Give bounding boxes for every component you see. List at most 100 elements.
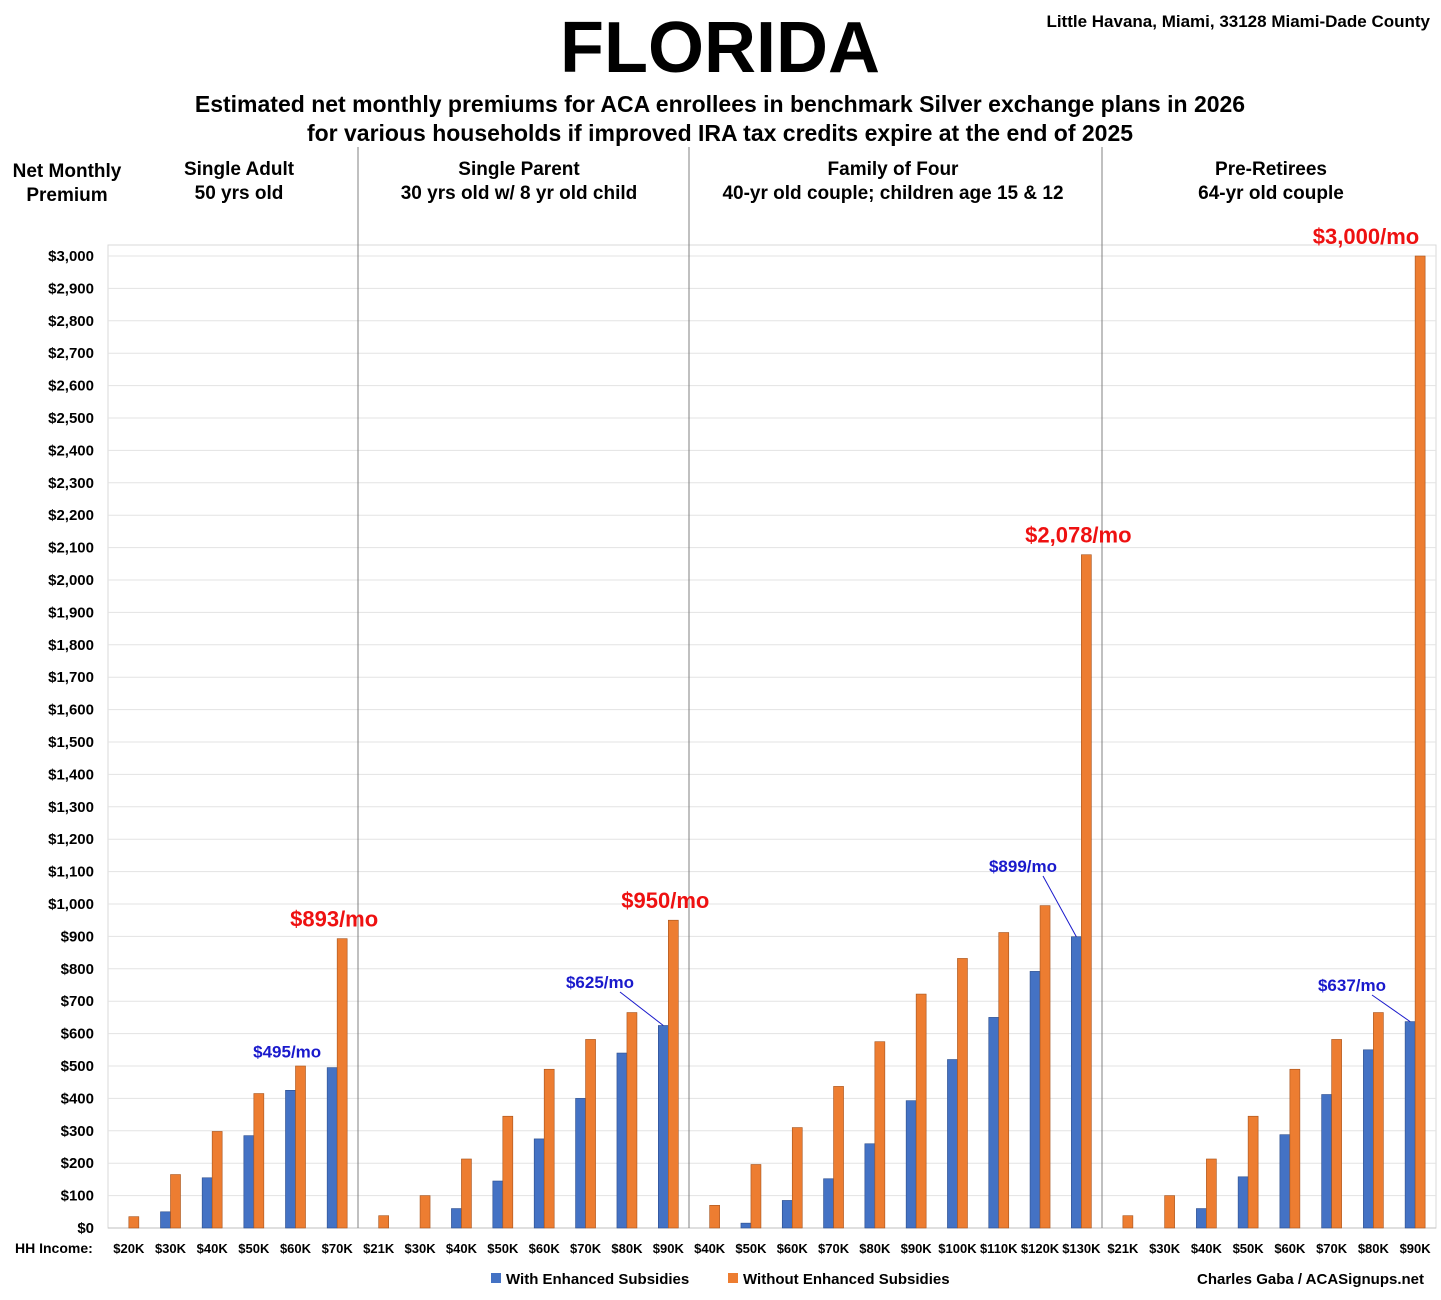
y-tick-label: $400	[61, 1090, 94, 1107]
bar-with-subsidies	[1321, 1094, 1332, 1229]
bar-with-subsidies	[1279, 1134, 1291, 1229]
bar-without-subsidies	[957, 958, 968, 1229]
x-tick-label: $90K	[901, 1241, 933, 1256]
state-title: FLORIDA	[560, 8, 880, 88]
panel-dividers	[357, 147, 1103, 1228]
panel-title-single-adult-2: 50 yrs old	[195, 183, 284, 204]
panel-title-single-adult-1: Single Adult	[184, 159, 295, 180]
bar-without-subsidies	[295, 1065, 306, 1229]
x-tick-label: $70K	[1316, 1241, 1348, 1256]
x-tick-label: $30K	[405, 1241, 437, 1256]
x-tick-label: $70K	[570, 1241, 602, 1256]
annotation-without-label: $2,078/mo	[1025, 523, 1131, 548]
y-tick-label: $2,200	[48, 507, 94, 524]
bar-without-subsidies	[709, 1205, 720, 1229]
x-tick-label: $40K	[197, 1241, 229, 1256]
bars	[128, 255, 1426, 1229]
y-tick-label: $2,600	[48, 378, 94, 395]
bar-with-subsidies	[781, 1200, 793, 1229]
y-tick-label: $1,600	[48, 702, 94, 719]
x-axis-ticks: $20K $30K $40K $50K $60K $70K $21K $30K $40K $50K…	[113, 1241, 1431, 1256]
annotation-leader-line	[1371, 994, 1411, 1023]
annotation-with-label: $495/mo	[253, 1043, 321, 1062]
bar-without-subsidies	[1414, 255, 1426, 1229]
y-axis-title-line2: Premium	[26, 185, 107, 206]
bar-without-subsidies	[502, 1115, 514, 1229]
bar-with-subsidies	[905, 1100, 917, 1229]
y-tick-label: $1,700	[48, 669, 94, 686]
credit: Charles Gaba / ACASignups.net	[1197, 1271, 1424, 1288]
bar-without-subsidies	[998, 932, 1010, 1229]
bar-without-subsidies	[461, 1158, 472, 1229]
bar-without-subsidies	[543, 1068, 555, 1229]
bar-without-subsidies	[1122, 1215, 1134, 1229]
y-tick-label: $2,000	[48, 572, 94, 589]
bar-without-subsidies	[750, 1164, 762, 1229]
bar-with-subsidies	[201, 1177, 213, 1229]
x-tick-label: $130K	[1062, 1241, 1101, 1256]
bar-with-subsidies	[1196, 1208, 1207, 1229]
x-tick-label: $40K	[694, 1241, 726, 1256]
y-tick-label: $2,100	[48, 540, 94, 557]
x-tick-label: $80K	[1358, 1241, 1390, 1256]
bar-with-subsidies	[1404, 1021, 1416, 1229]
x-tick-label: $70K	[322, 1241, 354, 1256]
panel-title-family-1: Family of Four	[828, 159, 960, 180]
y-tick-label: $600	[61, 1026, 94, 1043]
legend-label-with: With Enhanced Subsidies	[506, 1271, 689, 1288]
y-tick-label: $1,100	[48, 864, 94, 881]
annotation-without-label: $950/mo	[621, 888, 709, 913]
bar-with-subsidies	[1071, 936, 1082, 1229]
bar-without-subsidies	[791, 1127, 803, 1229]
y-axis-ticks: $0 $100 $200 $300 $400 $500 $600 $700 $800 $900 $1…	[48, 248, 94, 1237]
bar-without-subsidies	[253, 1093, 265, 1229]
x-tick-label: $60K	[529, 1241, 561, 1256]
bar-without-subsidies	[585, 1039, 596, 1229]
bar-with-subsidies	[988, 1017, 1000, 1229]
y-tick-label: $2,400	[48, 442, 94, 459]
bar-without-subsidies	[1247, 1115, 1259, 1229]
x-axis-title: HH Income:	[15, 1240, 93, 1256]
annotation-with-label: $637/mo	[1318, 976, 1386, 995]
y-tick-label: $0	[77, 1220, 94, 1237]
y-tick-label: $200	[61, 1155, 94, 1172]
location-label: Little Havana, Miami, 33128 Miami-Dade C…	[1046, 12, 1430, 31]
y-tick-label: $1,800	[48, 637, 94, 654]
bar-with-subsidies	[326, 1067, 338, 1229]
annotation-without-label: $893/mo	[290, 907, 378, 932]
y-tick-label: $100	[61, 1188, 94, 1205]
x-tick-label: $80K	[611, 1241, 643, 1256]
bar-with-subsidies	[451, 1208, 462, 1229]
annotation-with-label: $899/mo	[989, 857, 1057, 876]
bar-without-subsidies	[1081, 554, 1092, 1229]
bar-without-subsidies	[378, 1215, 389, 1229]
gridlines	[108, 255, 1436, 1229]
bar-with-subsidies	[864, 1143, 876, 1229]
y-tick-label: $500	[61, 1058, 94, 1075]
x-tick-label: $90K	[653, 1241, 685, 1256]
x-tick-label: $60K	[1274, 1241, 1306, 1256]
y-tick-label: $700	[61, 993, 94, 1010]
y-tick-label: $1,500	[48, 734, 94, 751]
x-tick-label: $90K	[1400, 1241, 1432, 1256]
bar-with-subsidies	[947, 1059, 958, 1229]
bar-without-subsidies	[833, 1086, 844, 1229]
y-tick-label: $3,000	[48, 248, 94, 265]
bar-without-subsidies	[170, 1174, 181, 1229]
bar-without-subsidies	[874, 1041, 886, 1229]
y-tick-label: $1,000	[48, 896, 94, 913]
bar-with-subsidies	[1029, 971, 1041, 1229]
bar-with-subsidies	[1237, 1176, 1249, 1229]
x-tick-label: $21K	[363, 1241, 395, 1256]
y-tick-label: $800	[61, 961, 94, 978]
bar-with-subsidies	[533, 1138, 545, 1229]
panel-title-pre-retirees-1: Pre-Retirees	[1215, 159, 1327, 180]
y-tick-label: $2,900	[48, 280, 94, 297]
x-tick-label: $50K	[487, 1241, 519, 1256]
legend-label-without: Without Enhanced Subsidies	[743, 1271, 950, 1288]
y-tick-label: $900	[61, 928, 94, 945]
bar-without-subsidies	[626, 1012, 638, 1229]
x-tick-label: $40K	[446, 1241, 478, 1256]
y-tick-label: $2,700	[48, 345, 94, 362]
